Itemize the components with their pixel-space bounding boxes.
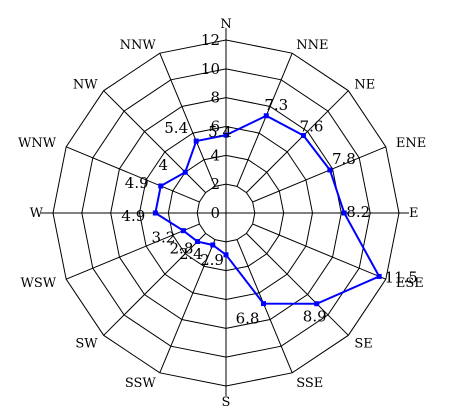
value-label-layer: 5.4 7.3 7.6 7.8 8.2 11.5 8.9 6.8 2.92.42.83.2 4.9… <box>121 96 417 328</box>
value-label-nnw: 5.4 <box>164 119 188 137</box>
radial-tick-label: 0 <box>210 204 220 222</box>
direction-label-nw: NW <box>73 78 98 93</box>
value-label-se: 8.9 <box>303 308 327 326</box>
radial-tick-label: 8 <box>210 89 220 107</box>
value-label-e: 8.2 <box>346 203 370 221</box>
grid-spoke <box>236 239 293 374</box>
series-layer <box>152 113 382 307</box>
direction-label-sse: SSE <box>296 376 323 391</box>
direction-label-layer: N NNE NE ENE E ESE SE SSE S SSW SW WSW W WNW NW NNW <box>18 17 426 410</box>
grid-spoke <box>159 239 216 374</box>
grid-spoke <box>246 90 349 193</box>
grid-spoke <box>103 90 206 193</box>
radial-tick-label: 2 <box>210 175 220 193</box>
grid-spoke <box>65 146 200 203</box>
direction-label-s: S <box>222 395 231 410</box>
direction-label-wnw: WNW <box>18 136 57 151</box>
value-label-sse: 6.8 <box>236 310 260 328</box>
value-label-sw: 2.8 <box>170 240 194 258</box>
direction-label-wsw: WSW <box>21 276 57 291</box>
direction-label-se: SE <box>354 336 372 351</box>
data-point-nw <box>182 169 188 175</box>
direction-label-nne: NNE <box>296 38 328 53</box>
data-point-ene <box>327 167 333 173</box>
radial-tick-layer: 0 2 4 6 8 10 12 <box>201 31 220 222</box>
grid-spoke <box>236 52 293 187</box>
data-point-w <box>152 210 158 216</box>
value-label-s: 2.9 <box>200 251 224 269</box>
data-point-ese <box>376 273 382 279</box>
grid-spoke <box>252 223 387 280</box>
grid-spoke <box>246 233 349 336</box>
value-label-wnw: 4.9 <box>125 174 149 192</box>
data-point-ne <box>300 133 306 139</box>
value-label-nw: 4 <box>158 156 168 174</box>
data-point-sse <box>261 301 267 307</box>
direction-label-w: W <box>30 206 44 221</box>
data-point-wsw <box>180 228 186 234</box>
data-point-e <box>341 210 347 216</box>
direction-label-e: E <box>409 206 419 221</box>
radial-tick-label: 12 <box>201 31 220 49</box>
value-label-ene: 7.8 <box>332 150 356 168</box>
value-label-ne: 7.6 <box>300 118 324 136</box>
radial-tick-label: 4 <box>210 146 220 164</box>
radial-tick-label: 6 <box>210 118 220 136</box>
value-label-nne: 7.3 <box>264 96 288 114</box>
data-point-nne <box>263 113 269 119</box>
direction-label-ene: ENE <box>396 136 426 151</box>
direction-label-n: N <box>220 17 231 32</box>
value-label-w: 4.9 <box>121 207 145 225</box>
data-point-ssw <box>210 242 216 248</box>
value-label-ese: 11.5 <box>384 268 417 286</box>
data-point-se <box>314 301 320 307</box>
value-label-ssw: 2.4 <box>179 245 203 263</box>
data-point-nnw <box>193 138 199 144</box>
radial-tick-label: 10 <box>201 60 220 78</box>
grid-spoke <box>65 223 200 280</box>
direction-label-sw: SW <box>75 336 98 351</box>
value-label-n: 5.4 <box>208 123 232 141</box>
direction-label-ne: NE <box>354 78 375 93</box>
grid-spoke <box>252 146 387 203</box>
data-point-wnw <box>158 183 164 189</box>
direction-label-nnw: NNW <box>120 38 157 53</box>
direction-label-ese: ESE <box>396 276 424 291</box>
data-point-sw <box>194 239 200 245</box>
direction-label-ssw: SSW <box>125 376 157 391</box>
data-point-n <box>223 132 229 138</box>
value-label-wsw: 3.2 <box>151 229 175 247</box>
grid-layer <box>41 28 409 396</box>
grid-spoke <box>159 52 216 187</box>
grid-spoke <box>103 233 206 336</box>
data-point-s <box>223 252 229 258</box>
